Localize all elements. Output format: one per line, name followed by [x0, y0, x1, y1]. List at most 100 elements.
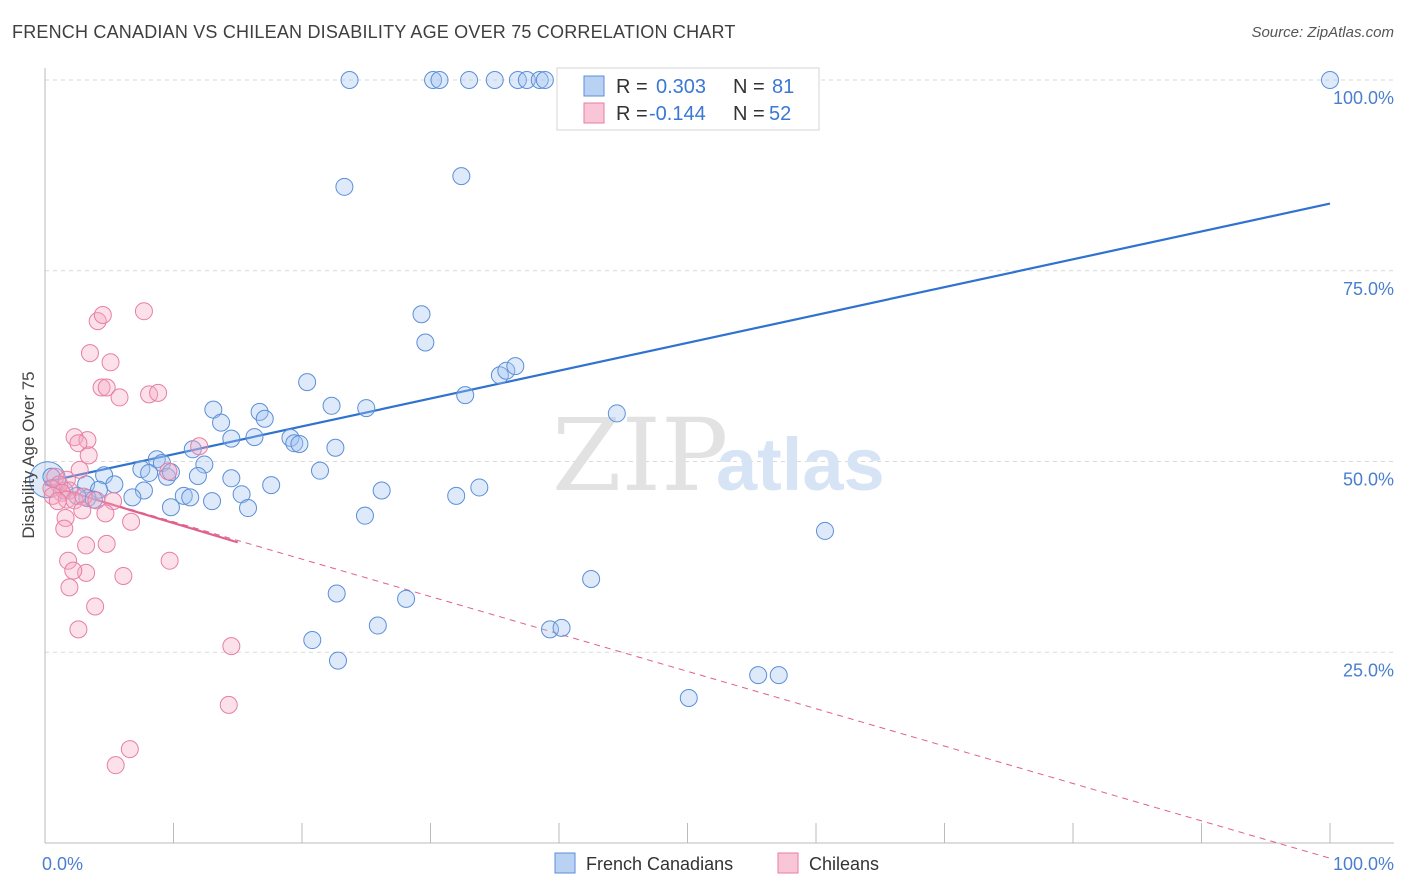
stats-legend: R = 0.303 N = 81 R = -0.144 N = 52	[556, 67, 820, 131]
axes	[44, 68, 1394, 844]
legend-r-label-2: R =	[616, 103, 648, 125]
series-swatch-chileans	[777, 852, 799, 874]
french-canadian-point-54	[181, 488, 200, 507]
chilean-point-35	[77, 536, 96, 555]
french-canadian-point-1	[424, 71, 443, 89]
french-canadian-point-66	[815, 521, 834, 540]
french-canadian-point-47	[262, 476, 281, 495]
source-label: Source: ZipAtlas.com	[1251, 24, 1394, 41]
chilean-point-5	[92, 378, 111, 397]
chilean-point-9	[149, 383, 168, 402]
chilean-point-4	[101, 353, 120, 372]
chilean-point-40	[64, 561, 83, 580]
x-tick-labels: 0.0% 100.0%	[42, 854, 1394, 874]
french-canadian-point-20	[322, 396, 341, 415]
watermark-atlas: atlas	[716, 423, 885, 506]
x-tick-label-1: 100.0%	[1333, 854, 1394, 874]
french-canadian-point-22	[607, 404, 626, 423]
french-canadian-point-70	[368, 616, 387, 635]
french-canadian-point-21	[357, 399, 376, 418]
french-canadian-point-40	[188, 466, 207, 485]
french-canadian-point-15	[490, 366, 509, 385]
french-canadian-point-19	[298, 373, 317, 392]
chilean-point-6	[97, 378, 116, 397]
chilean-point-25	[48, 492, 67, 511]
french-canadian-point-44	[222, 469, 241, 488]
y-tick-label-2: 75.0%	[1343, 279, 1394, 299]
chilean-point-31	[96, 504, 115, 523]
chilean-point-16	[70, 460, 89, 479]
french-canadian-point-17	[506, 357, 525, 376]
french-canadian-point-61	[161, 498, 180, 517]
chilean-point-23	[43, 486, 62, 505]
chilean-point-34	[122, 512, 141, 531]
legend-n-label-1: N =	[733, 76, 765, 98]
chilean-point-42	[60, 578, 79, 597]
french-canadian-point-31	[290, 434, 309, 453]
french-canadian-point-60	[239, 499, 258, 518]
series-swatch-french-canadians	[554, 852, 576, 874]
legend-r-label-1: R =	[616, 76, 648, 98]
legend-n-label-2: N =	[733, 103, 765, 125]
french-canadian-point-51	[470, 478, 489, 497]
chilean-point-48	[106, 756, 125, 775]
watermark-zip: ZIP	[552, 397, 728, 514]
chilean-point-45	[222, 637, 241, 656]
chilean-point-46	[219, 695, 238, 714]
chilean-point-0	[134, 302, 153, 321]
x-tick-label-0: 0.0%	[42, 854, 83, 874]
legend-r-value-2: -0.144	[649, 103, 706, 125]
french-canadian-point-28	[245, 428, 264, 447]
chilean-point-3	[80, 344, 99, 363]
chilean-point-37	[59, 551, 78, 570]
french-canadian-point-25	[255, 409, 274, 428]
french-canadian-point-11	[335, 177, 354, 196]
french-canadian-point-56	[123, 488, 142, 507]
french-canadian-point-73	[303, 631, 322, 650]
french-canadian-point-16	[497, 361, 516, 380]
french-canadian-point-76	[769, 666, 788, 685]
french-canadian-point-2	[430, 71, 449, 89]
french-canadian-point-14	[416, 333, 435, 352]
y-tick-label-3: 100.0%	[1333, 88, 1394, 108]
chilean-point-41	[114, 566, 133, 585]
french-canadian-point-67	[582, 570, 601, 589]
chilean-point-14	[79, 446, 98, 465]
chilean-point-38	[160, 551, 179, 570]
chilean-point-7	[110, 388, 129, 407]
french-canadian-point-45	[105, 475, 124, 494]
chilean-point-13	[190, 437, 209, 456]
french-canadian-point-75	[749, 666, 768, 685]
trend-line-chileans-extended	[44, 483, 1331, 859]
french-canadian-point-4	[485, 71, 504, 89]
chilean-point-33	[55, 519, 74, 538]
french-canadian-point-32	[326, 438, 345, 457]
series-label-french-canadians: French Canadians	[586, 854, 733, 874]
french-canadian-point-18	[456, 386, 475, 405]
chilean-point-30	[73, 501, 92, 520]
chilean-point-12	[69, 434, 88, 453]
trend-line-french-canadians	[44, 202, 1331, 484]
french-canadian-point-77	[679, 689, 698, 708]
series-label-chileans: Chileans	[809, 854, 879, 874]
data-points	[29, 71, 1339, 775]
legend-swatch-blue	[583, 75, 605, 97]
french-canadian-point-55	[447, 486, 466, 505]
legend-r-value-1: 0.303	[656, 76, 706, 98]
chilean-point-47	[120, 740, 139, 759]
french-canadian-point-37	[310, 461, 329, 480]
y-tick-label-1: 50.0%	[1343, 470, 1394, 490]
french-canadian-point-10	[1321, 71, 1339, 89]
watermark: ZIP atlas	[552, 397, 885, 514]
french-canadian-point-3	[460, 71, 479, 89]
chilean-point-44	[69, 620, 88, 639]
french-canadian-point-43	[95, 466, 114, 485]
french-canadian-point-0	[340, 71, 359, 89]
french-canadian-point-72	[552, 618, 571, 637]
legend-swatch-pink	[583, 102, 605, 124]
legend-n-value-1: 81	[772, 76, 794, 98]
french-canadian-point-36	[195, 455, 214, 474]
french-canadian-point-74	[328, 651, 347, 670]
grid-lines	[45, 79, 1394, 653]
chilean-point-36	[97, 534, 116, 553]
